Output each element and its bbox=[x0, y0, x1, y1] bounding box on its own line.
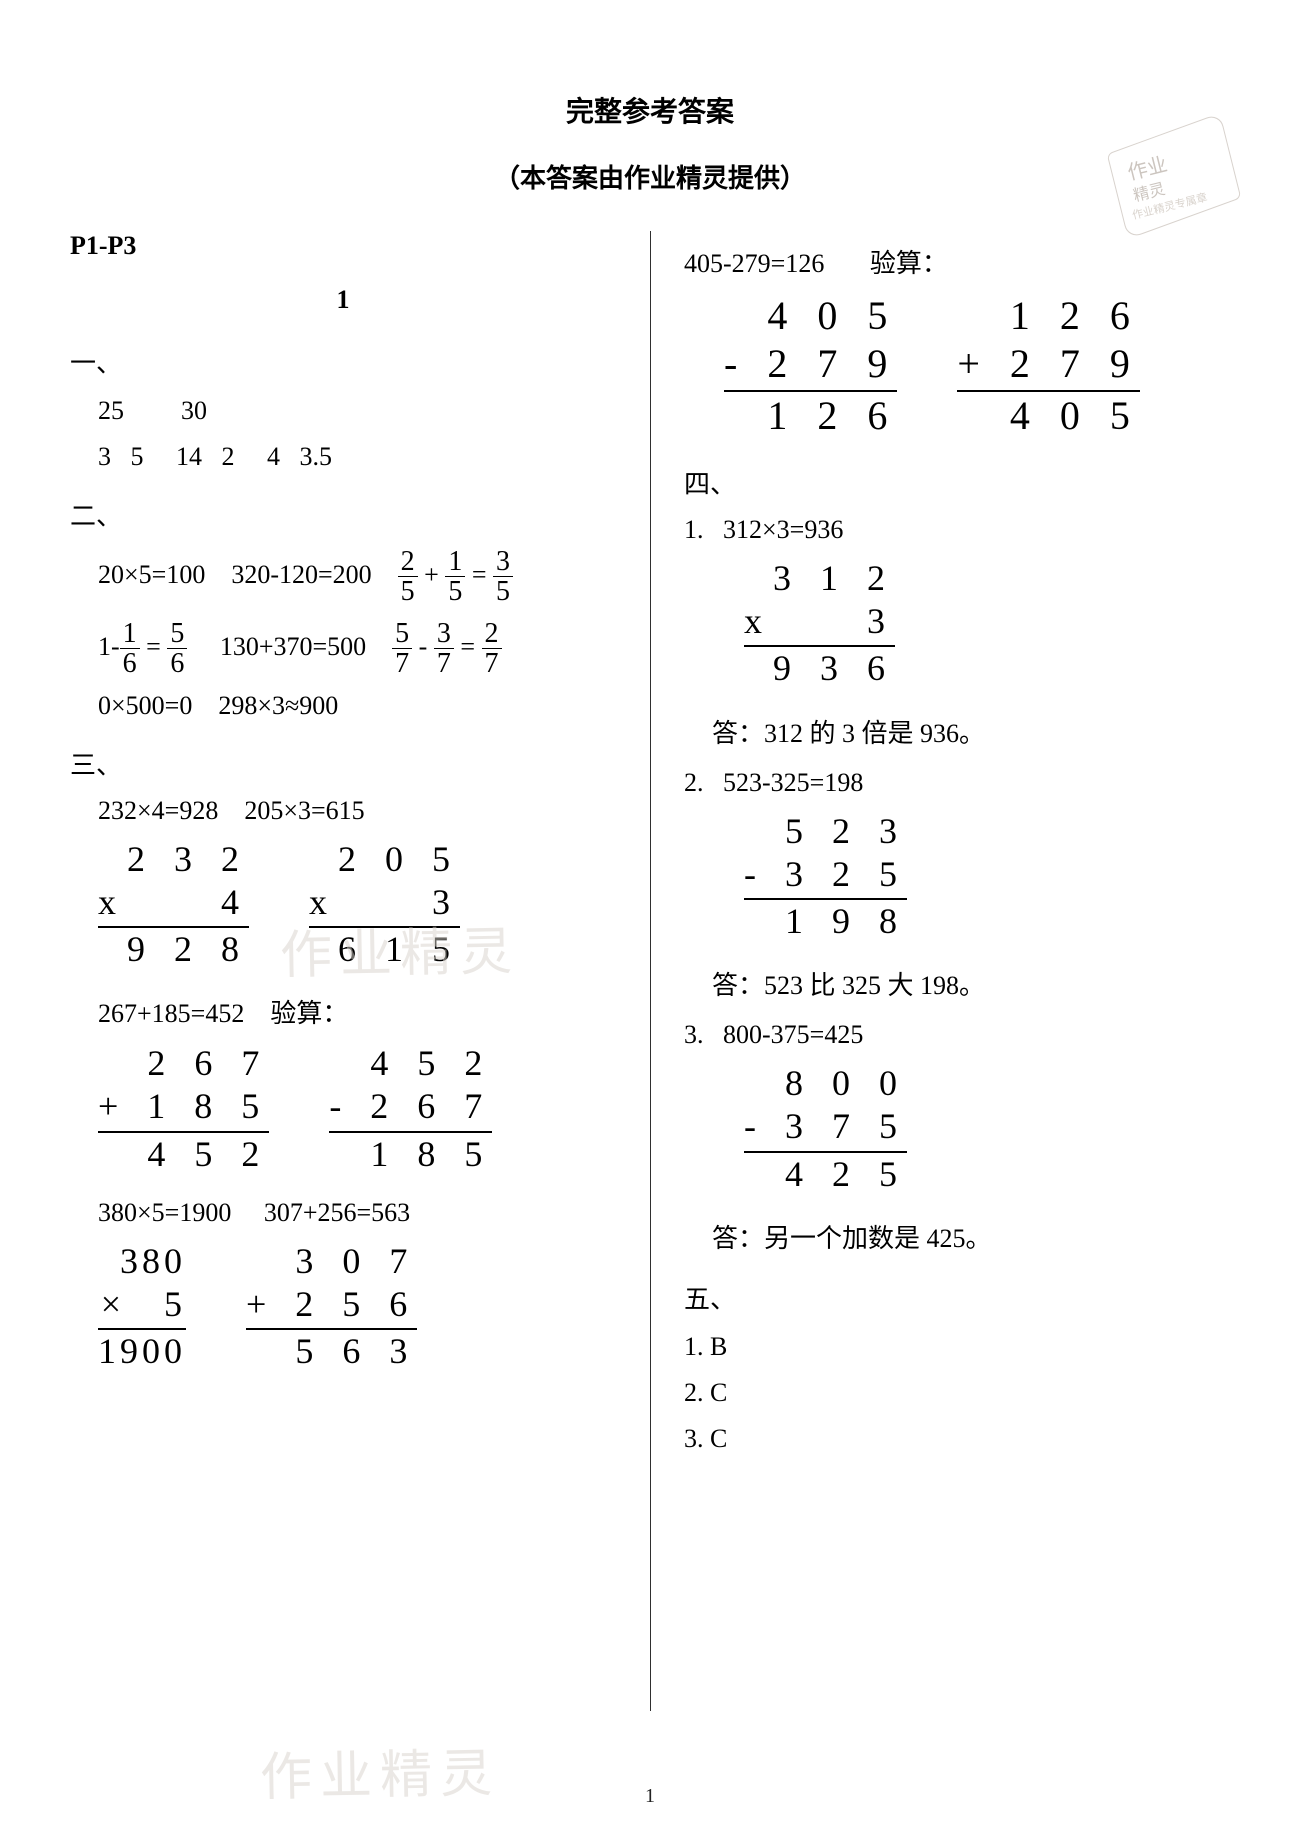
vertical-calc: 5 2 3 - 3 2 5 1 9 8 bbox=[744, 810, 907, 944]
vertical-calc: 2 6 7 + 1 8 5 4 5 2 bbox=[98, 1042, 269, 1176]
fraction: 25 bbox=[398, 547, 418, 607]
section-4-label: 四、 bbox=[684, 464, 1230, 501]
answer: 答：523 比 325 大 198。 bbox=[712, 965, 1230, 1002]
value-row: 3 5 14 2 4 3.5 bbox=[98, 442, 616, 472]
equation: 267+185=452 bbox=[98, 999, 244, 1028]
vertical-calc: 2 0 5 x 3 6 1 5 bbox=[309, 838, 460, 972]
vertical-calc: 1 2 6 + 2 7 9 4 0 5 bbox=[957, 292, 1140, 440]
vertical-calc: 2 3 2 x 4 9 2 8 bbox=[98, 838, 249, 972]
fraction: 27 bbox=[482, 619, 502, 679]
vertical-calc: 3 1 2 x 3 9 3 6 bbox=[744, 557, 895, 691]
vertical-calc: 4 0 5 - 2 7 9 1 2 6 bbox=[724, 292, 897, 440]
question: 3. 800-375=425 bbox=[684, 1020, 1230, 1050]
answer: 3. C bbox=[684, 1424, 1230, 1454]
section-1-label: 一、 bbox=[70, 343, 616, 380]
watermark-text: 作业精灵 bbox=[259, 1731, 500, 1810]
section-5-label: 五、 bbox=[684, 1279, 1230, 1316]
equals: = bbox=[146, 632, 167, 661]
value: 30 bbox=[181, 396, 207, 425]
question: 1. 312×3=936 bbox=[684, 515, 1230, 545]
vertical-calc: 4 5 2 - 2 6 7 1 8 5 bbox=[329, 1042, 492, 1176]
equation: 232×4=928 bbox=[98, 796, 218, 825]
fraction: 35 bbox=[493, 547, 513, 607]
vertical-calc: 3 0 7 + 2 5 6 5 6 3 bbox=[246, 1240, 417, 1374]
equation: 380×5=1900 bbox=[98, 1198, 231, 1227]
section-2-body: 20×5=100 320-120=200 25 + 15 = 35 1-16 =… bbox=[70, 547, 616, 721]
check-label: 验算： bbox=[270, 999, 348, 1028]
equation: 307+256=563 bbox=[264, 1198, 410, 1227]
page: 作业 精灵 作业精灵专属章 完整参考答案 （本答案由作业精灵提供） P1-P3 … bbox=[0, 0, 1300, 1838]
question: 2. 523-325=198 bbox=[684, 768, 1230, 798]
page-number: 1 bbox=[645, 1785, 655, 1808]
equation: 130+370=500 bbox=[220, 632, 366, 661]
page-subtitle: （本答案由作业精灵提供） bbox=[70, 158, 1230, 195]
value: 25 bbox=[98, 396, 124, 425]
equation: 20×5=100 bbox=[98, 560, 205, 589]
fraction: 37 bbox=[434, 619, 454, 679]
page-range: P1-P3 bbox=[70, 231, 616, 261]
equation: 320-120=200 bbox=[231, 560, 371, 589]
fraction: 15 bbox=[445, 547, 465, 607]
section-2-label: 二、 bbox=[70, 496, 616, 533]
answer: 1. B bbox=[684, 1332, 1230, 1362]
equation: 298×3≈900 bbox=[218, 691, 338, 720]
section-1-body: 25 30 3 5 14 2 4 3.5 bbox=[70, 396, 616, 472]
fraction: 16 bbox=[120, 619, 140, 679]
text: 1- bbox=[98, 632, 120, 661]
columns: P1-P3 1 一、 25 30 3 5 14 2 4 3.5 二、 20×5=… bbox=[70, 231, 1230, 1470]
check-label: 验算： bbox=[870, 249, 948, 278]
exercise-number: 1 bbox=[70, 285, 616, 315]
equation: 405-279=126 bbox=[684, 249, 824, 278]
vertical-calc: 8 0 0 - 3 7 5 4 2 5 bbox=[744, 1062, 907, 1196]
section-3-label: 三、 bbox=[70, 745, 616, 782]
answer: 2. C bbox=[684, 1378, 1230, 1408]
left-column: P1-P3 1 一、 25 30 3 5 14 2 4 3.5 二、 20×5=… bbox=[70, 231, 650, 1470]
equation: 205×3=615 bbox=[244, 796, 364, 825]
column-divider bbox=[650, 231, 651, 1711]
right-column: 405-279=126 验算： 4 0 5 - 2 7 9 1 2 6 1 2 … bbox=[650, 231, 1230, 1470]
vertical-calc: 380 × 5 1900 bbox=[98, 1240, 186, 1374]
equation: 0×500=0 bbox=[98, 691, 192, 720]
answer: 答：312 的 3 倍是 936。 bbox=[712, 713, 1230, 750]
page-title: 完整参考答案 bbox=[70, 90, 1230, 130]
answer: 答：另一个加数是 425。 bbox=[712, 1218, 1230, 1255]
fraction: 57 bbox=[392, 619, 412, 679]
fraction: 56 bbox=[167, 619, 187, 679]
